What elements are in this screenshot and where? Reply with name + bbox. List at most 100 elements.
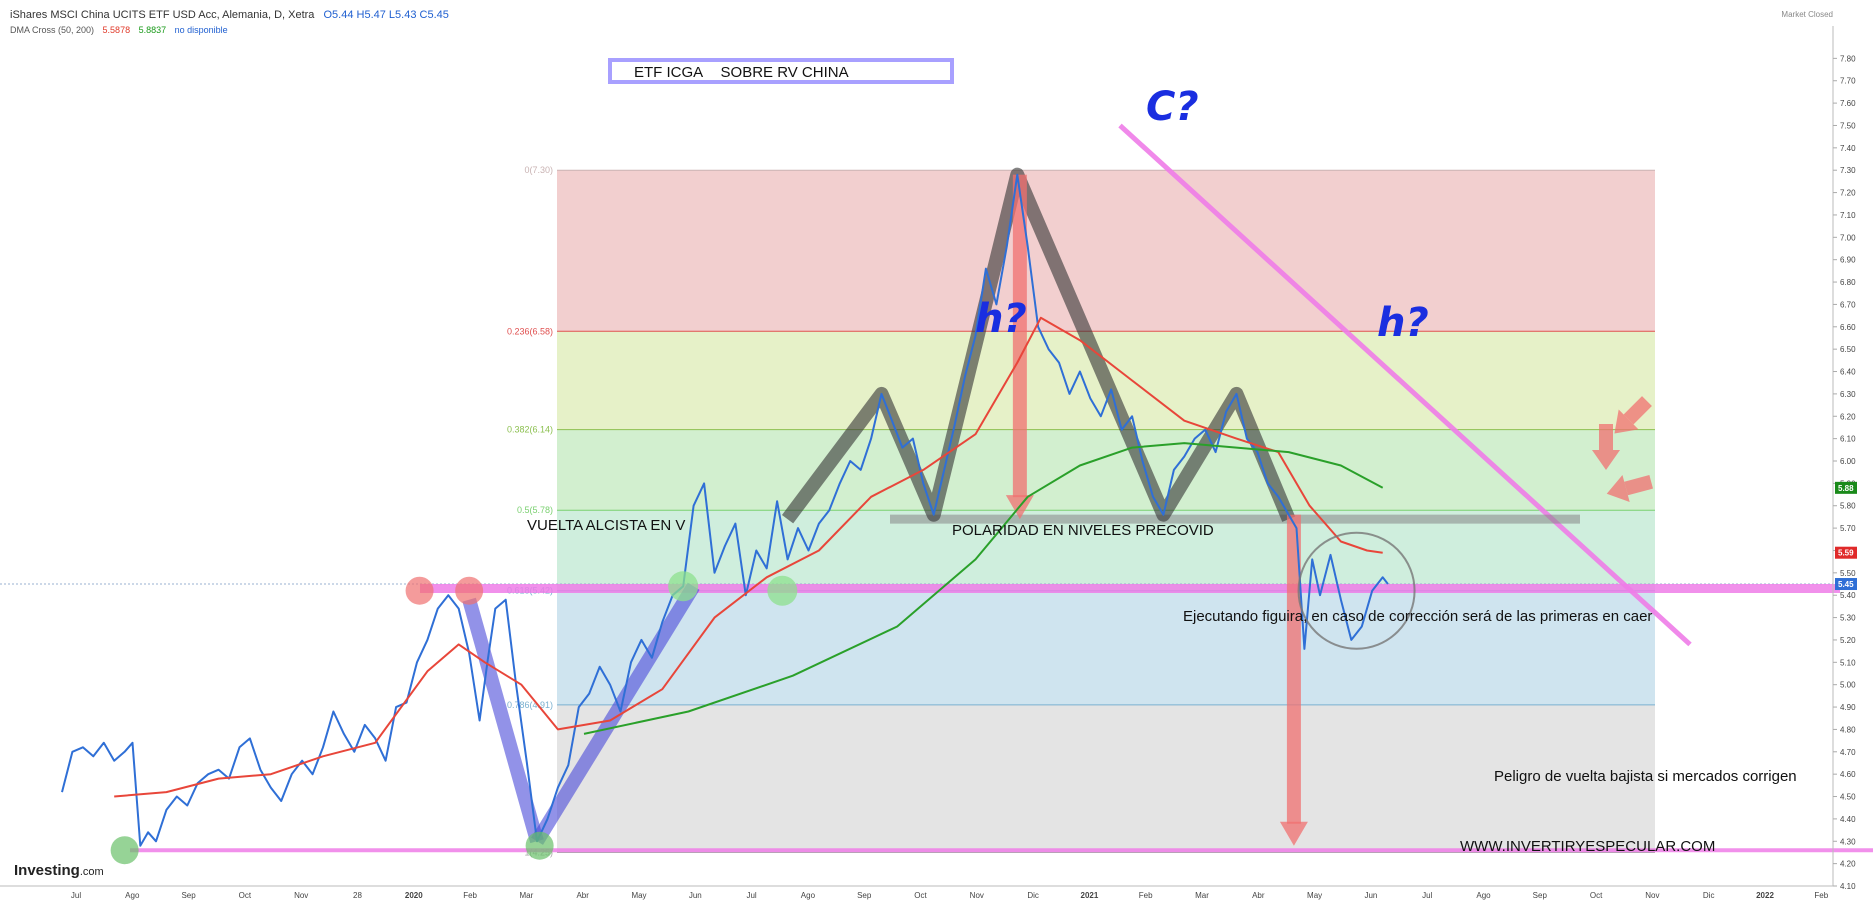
arrow-head [1614,409,1639,434]
x-tick-label: Feb [1814,891,1828,900]
y-tick-label: 7.20 [1840,189,1856,198]
x-tick-label: Nov [1645,891,1659,900]
fib-level-label: 0.382(6.14) [507,425,553,435]
x-tick-label: 2020 [405,891,423,900]
y-tick-label: 6.90 [1840,256,1856,265]
y-tick-label: 4.20 [1840,860,1856,869]
x-tick-label: May [631,891,646,900]
indicator-name[interactable]: DMA Cross (50, 200) [10,25,95,35]
fib-band [557,429,1655,511]
y-tick-label: 4.90 [1840,703,1856,712]
arrow-shaft [1286,514,1301,824]
fib-band [557,590,1655,705]
y-tick-label: 6.40 [1840,368,1856,377]
x-tick-label: Abr [576,891,589,900]
side-arrow-2 [1592,424,1620,470]
chart-title-box: ETF ICGA SOBRE RV CHINA [608,58,954,84]
x-tick-label: Mar [1195,891,1209,900]
side-arrow-1 [1614,396,1652,434]
x-tick-label: Nov [970,891,984,900]
pattern-markers [110,531,1416,865]
fib-level-label: 0.236(6.58) [507,326,553,336]
head-label: C? [1146,84,1199,130]
y-tick-label: 5.00 [1840,681,1856,690]
x-tick-label: Abr [1252,891,1265,900]
y-tick-label: 7.00 [1840,233,1856,242]
x-tick-label: May [1307,891,1322,900]
v-drop-stroke [462,597,544,844]
arrow-shaft [1599,424,1613,450]
downtrend-line [1118,123,1692,647]
y-tick-label: 5.80 [1840,502,1856,511]
y-tick-label: 4.80 [1840,725,1856,734]
investing-logo[interactable]: Investing.com [14,862,104,879]
arrow-head [1606,474,1630,503]
brand-suffix: .com [79,866,104,878]
x-tick-label: Ago [1476,891,1491,900]
x-tick-label: Jul [1422,891,1432,900]
x-tick-label: Ago [125,891,140,900]
chart-series [61,173,1389,847]
x-tick-label: Feb [463,891,477,900]
arrow-shaft [1624,475,1653,496]
indicator-header: DMA Cross (50, 200) 5.5878 5.8837 no dis… [10,25,228,35]
instrument-name: iShares MSCI China UCITS ETF USD Acc, Al… [10,9,315,21]
right-shoulder-label: h? [1377,300,1429,346]
x-tick-label: Dic [1703,891,1715,900]
arrow-shaft [1012,174,1027,498]
y-tick-label: 6.50 [1840,345,1856,354]
y-tick-label: 7.60 [1840,99,1856,108]
y-tick-label: 4.70 [1840,748,1856,757]
time-axis[interactable]: Jul Ago Sep Oct Nov 28 2020 Feb Mar Abr May Jun Jul A… [0,885,1833,900]
fibonacci-retracement: 0(7.30) 0.236(6.58) 0.382(6.14) 0.5(5.78) 0.… [507,165,1655,857]
fib-level-label: 0.786(4.91) [507,700,553,710]
polarity-label: POLARIDAD EN NIVELES PRECOVID [952,522,1214,539]
price-badge-label: 5.59 [1838,549,1854,558]
bottom-marker [110,836,139,865]
fib-band [557,704,1655,853]
market-status: Market Closed [1781,10,1833,19]
arrow-head [1592,450,1620,470]
top-marker [405,576,434,605]
price-badge-label: 5.88 [1838,484,1854,493]
series-sma50 [114,316,1383,798]
x-tick-label: Jun [689,891,702,900]
y-tick-label: 6.20 [1840,412,1856,421]
y-tick-label: 5.10 [1840,658,1856,667]
title-left: ETF ICGA [634,64,703,81]
x-tick-label: Sep [181,891,196,900]
price-badge [1835,481,1857,494]
danger-label: Peligro de vuelta bajista si mercados co… [1494,768,1797,785]
executing-label: Ejecutando figuira, en caso de correcció… [1183,608,1653,625]
top-marker [455,576,484,605]
y-tick-label: 7.50 [1840,121,1856,130]
y-tick-label: 6.10 [1840,435,1856,444]
x-tick-label: Jul [71,891,81,900]
price-badge [1835,578,1857,591]
x-tick-label: Ago [801,891,816,900]
x-tick-label: Oct [239,891,252,900]
series-sma200 [583,442,1384,735]
fib-band [557,170,1655,332]
price-badge [1835,546,1857,559]
x-tick-label: Oct [1590,891,1603,900]
y-tick-label: 4.50 [1840,793,1856,802]
y-tick-label: 7.30 [1840,166,1856,175]
x-tick-label: Jul [746,891,756,900]
x-tick-label: Sep [857,891,872,900]
indicator-value-1: 5.5878 [102,25,131,35]
price-axis[interactable]: 7.80 7.70 7.60 7.50 7.40 7.30 7.20 7.10 7.00 6.90… [1832,26,1857,891]
polarity-marker [668,571,699,602]
x-tick-label: Oct [914,891,927,900]
y-tick-label: 6.30 [1840,390,1856,399]
current-zone-circle [1297,531,1416,650]
v-recovery-label: VUELTA ALCISTA EN V [527,517,686,534]
y-tick-label: 7.10 [1840,211,1856,220]
arrow-shaft [1623,396,1652,425]
x-tick-label: Feb [1139,891,1153,900]
x-tick-label: 2022 [1756,891,1774,900]
y-tick-label: 4.10 [1840,882,1856,891]
brand-name: Investing [14,862,80,879]
title-right: SOBRE RV CHINA [720,64,849,81]
